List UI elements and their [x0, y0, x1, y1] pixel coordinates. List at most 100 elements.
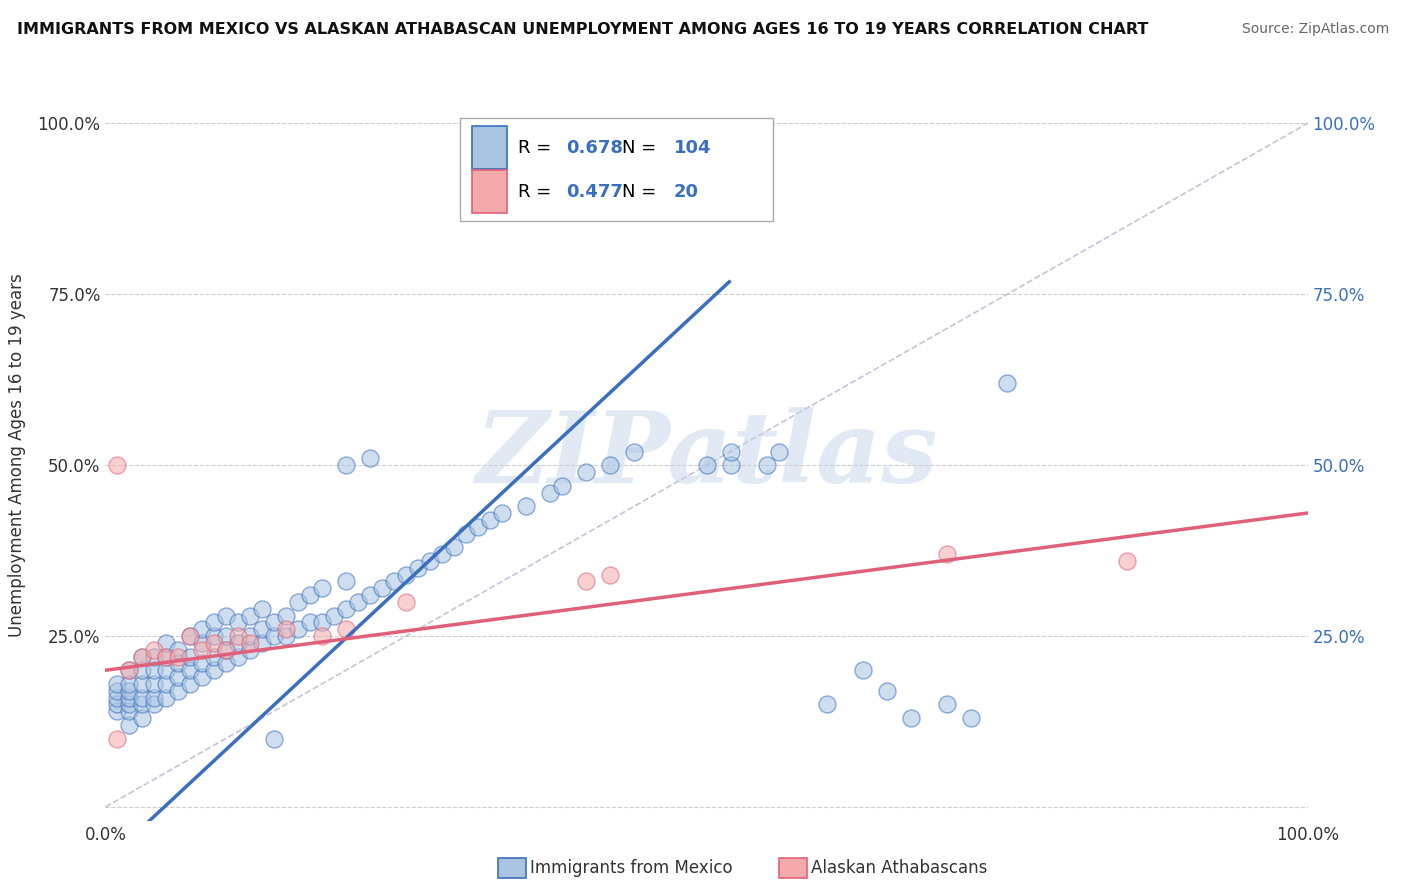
Text: N =: N = [623, 183, 662, 201]
Point [214, 629, 236, 643]
Point [335, 622, 357, 636]
Point [852, 663, 875, 677]
Text: N =: N = [623, 139, 662, 157]
Point [131, 690, 153, 705]
Point [166, 670, 188, 684]
Point [768, 444, 790, 458]
Text: R =: R = [517, 183, 557, 201]
Point [142, 642, 165, 657]
Point [155, 636, 177, 650]
Point [179, 629, 201, 643]
Point [155, 690, 177, 705]
Point [456, 526, 478, 541]
Point [131, 711, 153, 725]
Point [202, 636, 225, 650]
Point [575, 574, 598, 589]
Point [190, 636, 212, 650]
Point [551, 478, 574, 492]
Point [226, 615, 249, 630]
FancyBboxPatch shape [472, 126, 508, 169]
Point [118, 683, 141, 698]
Y-axis label: Unemployment Among Ages 16 to 19 years: Unemployment Among Ages 16 to 19 years [8, 273, 27, 637]
Point [179, 649, 201, 664]
Point [311, 581, 333, 595]
Text: Source: ZipAtlas.com: Source: ZipAtlas.com [1241, 22, 1389, 37]
Point [755, 458, 778, 472]
Point [118, 663, 141, 677]
Point [696, 458, 718, 472]
Point [107, 698, 129, 712]
Point [623, 444, 645, 458]
Point [166, 649, 188, 664]
Point [263, 615, 285, 630]
Point [166, 642, 188, 657]
Point [430, 547, 453, 561]
Point [142, 649, 165, 664]
Point [142, 690, 165, 705]
Point [202, 629, 225, 643]
Point [107, 704, 129, 718]
Point [118, 704, 141, 718]
Point [359, 451, 381, 466]
Point [179, 629, 201, 643]
Point [202, 663, 225, 677]
Point [443, 540, 465, 554]
Point [202, 615, 225, 630]
Text: R =: R = [517, 139, 557, 157]
Point [298, 588, 321, 602]
Point [131, 663, 153, 677]
Point [250, 601, 273, 615]
Point [214, 642, 236, 657]
Point [287, 622, 309, 636]
Point [214, 608, 236, 623]
Point [190, 657, 212, 671]
Point [538, 485, 561, 500]
Point [107, 458, 129, 472]
Point [131, 649, 153, 664]
Point [239, 629, 262, 643]
Point [287, 595, 309, 609]
Point [322, 608, 344, 623]
Point [274, 629, 297, 643]
Point [107, 731, 129, 746]
Text: 0.477: 0.477 [565, 183, 623, 201]
Text: 0.678: 0.678 [565, 139, 623, 157]
Point [214, 642, 236, 657]
Point [263, 629, 285, 643]
Point [419, 554, 441, 568]
Point [395, 595, 418, 609]
Point [118, 698, 141, 712]
Point [155, 677, 177, 691]
Point [179, 677, 201, 691]
Point [335, 601, 357, 615]
Point [274, 622, 297, 636]
Point [142, 698, 165, 712]
Text: IMMIGRANTS FROM MEXICO VS ALASKAN ATHABASCAN UNEMPLOYMENT AMONG AGES 16 TO 19 YE: IMMIGRANTS FROM MEXICO VS ALASKAN ATHABA… [17, 22, 1149, 37]
Text: 20: 20 [673, 183, 699, 201]
Point [1116, 554, 1139, 568]
Point [118, 718, 141, 732]
Point [226, 649, 249, 664]
Point [118, 663, 141, 677]
Point [166, 657, 188, 671]
Point [599, 567, 621, 582]
Point [815, 698, 838, 712]
Text: ZIPatlas: ZIPatlas [475, 407, 938, 503]
Point [491, 506, 513, 520]
Point [720, 444, 742, 458]
Point [995, 376, 1018, 391]
Point [263, 731, 285, 746]
Point [155, 649, 177, 664]
Point [179, 663, 201, 677]
FancyBboxPatch shape [472, 170, 508, 213]
Point [250, 622, 273, 636]
Point [239, 636, 262, 650]
Point [960, 711, 983, 725]
Point [406, 560, 429, 574]
Point [298, 615, 321, 630]
Point [190, 642, 212, 657]
Point [936, 547, 959, 561]
Point [382, 574, 405, 589]
Point [131, 649, 153, 664]
Point [239, 642, 262, 657]
